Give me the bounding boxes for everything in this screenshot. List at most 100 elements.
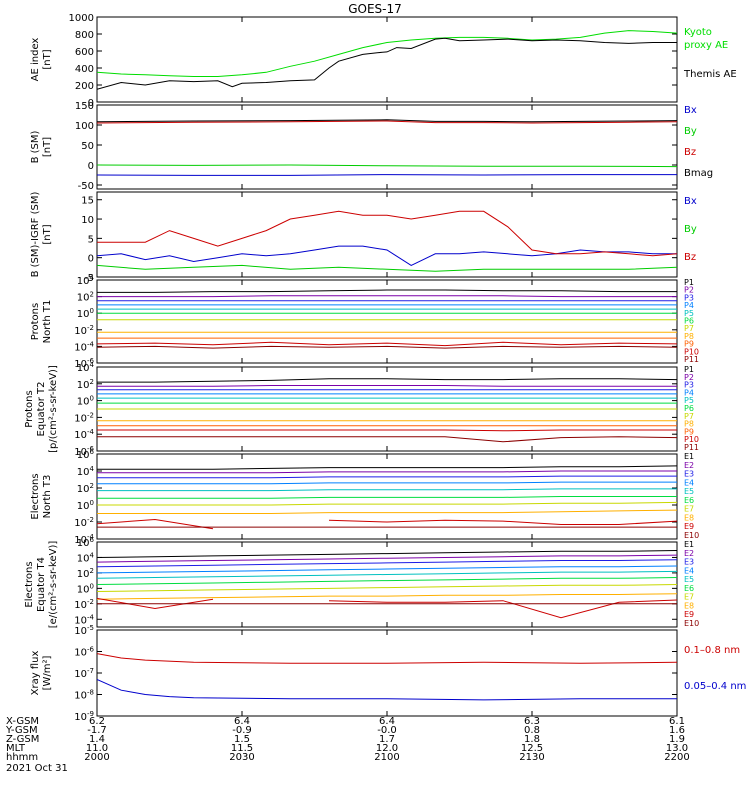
legend-entry: E2 xyxy=(684,549,694,558)
legend-entry: E10 xyxy=(684,531,699,540)
x-row-value: 1.7 xyxy=(379,734,395,745)
y-tick-label: -5 xyxy=(84,273,94,284)
date-label: 2021 Oct 31 xyxy=(6,763,68,774)
series-line-e9 xyxy=(328,519,677,525)
legend-entry: E1 xyxy=(684,540,694,549)
legend-entry: By xyxy=(684,126,697,137)
series-line-e2 xyxy=(97,470,677,474)
legend-entry: P1 xyxy=(684,365,694,374)
series-line-e3 xyxy=(97,559,677,568)
y-tick-label: 106 xyxy=(77,448,95,461)
y-tick-label: 104 xyxy=(77,465,95,478)
x-row-value: 1.5 xyxy=(234,734,250,745)
legend-entry: E4 xyxy=(684,566,694,575)
y-axis-label: AE index xyxy=(30,38,41,82)
series-line-by xyxy=(97,164,677,168)
legend-entry: P10 xyxy=(684,435,699,444)
y-tick-label: 104 xyxy=(77,274,95,287)
series-line-e4 xyxy=(97,481,677,485)
y-tick-label: 800 xyxy=(75,30,94,41)
series-line-e8 xyxy=(97,509,677,514)
y-tick-label: 100 xyxy=(77,307,94,320)
x-row-value: 12.5 xyxy=(521,743,543,754)
x-row-value: -0.0 xyxy=(377,725,397,736)
x-row-value: 11.0 xyxy=(86,743,108,754)
legend-entry: 0.1–0.8 nm xyxy=(684,645,740,656)
series-line-bmag xyxy=(97,119,677,123)
legend-entry: E3 xyxy=(684,470,694,479)
series-line-e8 xyxy=(97,593,677,600)
y-tick-label: 100 xyxy=(77,395,94,408)
legend-entry: Bz xyxy=(684,252,696,263)
series-line-e9 xyxy=(97,518,214,530)
legend-entry: E6 xyxy=(684,496,694,505)
x-row-label: MLT xyxy=(6,743,26,754)
series-line-e9 xyxy=(97,597,214,610)
x-row-value: 11.5 xyxy=(231,743,253,754)
legend-entry: E2 xyxy=(684,461,694,470)
y-tick-label: 10-2 xyxy=(74,411,94,424)
y-axis-label: B (SM) xyxy=(30,130,41,163)
series-line-p10 xyxy=(97,341,677,347)
y-tick-label: 106 xyxy=(77,536,95,549)
legend-entry: E6 xyxy=(684,584,694,593)
series-group xyxy=(97,653,677,701)
panel-3: -5 0 5 10 15 B (SM)-IGRF (SM) [nT] Bx By Bz xyxy=(30,191,697,284)
x-row-label: Y-GSM xyxy=(5,725,38,736)
y-tick-label: -50 xyxy=(78,181,94,192)
legend-entry: E8 xyxy=(684,601,694,610)
legend-entry: P6 xyxy=(684,317,694,326)
series-line-0-05-0-4-nm xyxy=(97,679,677,701)
series-group xyxy=(97,30,677,90)
legend-entry: E4 xyxy=(684,478,694,487)
panel-frame xyxy=(96,541,678,628)
legend-entry: P4 xyxy=(684,301,694,310)
legend-entry: proxy AE xyxy=(684,40,728,51)
y-tick-label: 10-2 xyxy=(74,598,94,611)
legend-entry: P4 xyxy=(684,388,694,397)
y-tick-label: 10-2 xyxy=(74,516,94,529)
y-axis-label: [nT] xyxy=(42,224,53,244)
series-line-p1 xyxy=(97,289,677,293)
legend-entry: E10 xyxy=(684,619,699,628)
x-row-value: 6.3 xyxy=(524,716,540,727)
legend-entry: P3 xyxy=(684,381,694,390)
series-line-e6 xyxy=(97,577,677,585)
x-row-value: 1.6 xyxy=(669,725,685,736)
y-tick-label: 15 xyxy=(81,196,94,207)
series-line-p10 xyxy=(97,429,677,432)
y-tick-label: 50 xyxy=(81,141,94,152)
y-axis-label: Protons xyxy=(24,390,35,427)
legend-entry: P6 xyxy=(684,404,694,413)
y-axis-label: Electrons xyxy=(30,473,41,519)
y-axis-label: Electrons xyxy=(24,561,35,607)
legend-entry: E9 xyxy=(684,610,694,619)
y-tick-label: 0 xyxy=(88,254,94,265)
series-line-e6 xyxy=(97,496,677,499)
y-axis-label: North T3 xyxy=(42,475,53,519)
series-group xyxy=(97,289,677,349)
legend-entry: E1 xyxy=(684,452,694,461)
y-axis-label: Equator T2 xyxy=(36,382,47,437)
legend-entry: P9 xyxy=(684,427,694,436)
legend-entry: P3 xyxy=(684,293,694,302)
series-group xyxy=(97,378,677,443)
series-line-p2 xyxy=(97,295,677,298)
x-row-value: 6.4 xyxy=(234,716,250,727)
y-tick-label: 10-5 xyxy=(74,624,94,637)
legend-entry: P11 xyxy=(684,443,699,452)
y-tick-label: 400 xyxy=(75,64,94,75)
legend-entry: Bx xyxy=(684,105,697,116)
legend-entry: E3 xyxy=(684,558,694,567)
x-row-value: 1.8 xyxy=(524,734,540,745)
y-tick-label: 5 xyxy=(88,234,94,245)
legend-entry: E5 xyxy=(684,575,694,584)
y-tick-label: 10-2 xyxy=(74,324,94,337)
y-axis-label: Equator T4 xyxy=(36,557,47,612)
series-line-bz xyxy=(97,120,677,124)
legend-entry: By xyxy=(684,224,697,235)
legend-entry: Bx xyxy=(684,196,697,207)
